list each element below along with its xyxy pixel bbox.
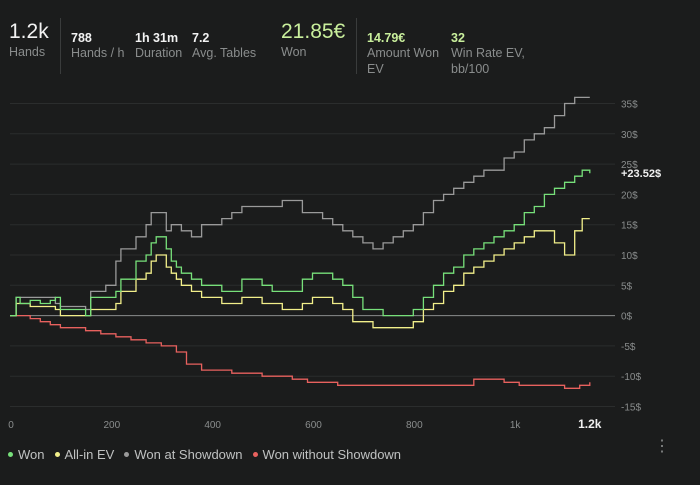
y-tick-label: 0$: [621, 312, 633, 323]
legend: Won All-in EV Won at Showdown Won without S…: [8, 447, 401, 462]
y-tick-label: 25$: [621, 160, 638, 171]
legend-label: Won at Showdown: [134, 447, 243, 462]
stat-label: Won: [281, 45, 307, 59]
stat-label: Duration: [135, 46, 183, 60]
stat-value: 21.85€: [281, 20, 346, 43]
stat-label: Hands / h: [71, 46, 125, 60]
y-tick-label: 35$: [621, 100, 638, 111]
stat-hands: 1.2k Hands: [9, 20, 49, 60]
stat-value: 7.2: [192, 31, 210, 45]
legend-dot-icon: [8, 452, 13, 457]
legend-item-won[interactable]: Won: [8, 447, 45, 462]
x-tick-label: 400: [204, 420, 221, 431]
stat-value: 1.2k: [9, 20, 49, 43]
legend-dot-icon: [54, 452, 60, 457]
y-tick-label: 15$: [621, 221, 638, 232]
stats-bar: 1.2k Hands 788 Hands / h 1h 31m Duration…: [0, 0, 700, 90]
y-tick-label: 30$: [621, 130, 638, 141]
divider: [356, 18, 357, 74]
series-line-noshowdown: [10, 314, 591, 389]
legend-dot-icon: [124, 452, 130, 457]
stat-label: Win Rate EV, bb/100: [451, 46, 525, 76]
series-line-won: [10, 169, 591, 317]
legend-label: Won: [18, 447, 45, 462]
legend-item-showdown[interactable]: Won at Showdown: [124, 447, 243, 462]
y-tick-label: 10$: [621, 251, 638, 262]
legend-label: Won without Showdown: [262, 447, 402, 462]
x-tick-label: 1.2k: [578, 417, 602, 431]
x-tick-label: 200: [103, 420, 120, 431]
legend-label: All-in EV: [64, 447, 115, 462]
y-tick-label: -10$: [621, 372, 641, 383]
stat-label: Avg. Tables: [192, 46, 257, 60]
series-line-showdown: [10, 96, 590, 317]
end-value-label: +23.52$: [621, 168, 661, 180]
stat-value: 788: [71, 31, 92, 45]
legend-item-allin[interactable]: All-in EV: [54, 447, 115, 462]
y-tick-label: -15$: [621, 403, 641, 414]
stat-hands-per-hour: 788 Hands / h: [71, 31, 125, 61]
profit-chart: 35$ 30$ 25$ 20$ 15$ 10$ 5$ 0$ -5$ -10$ -15$ 0 200 400…: [8, 96, 661, 431]
x-tick-label: 0: [8, 420, 14, 431]
divider: [60, 18, 61, 74]
stat-value: 14.79€: [367, 31, 406, 45]
x-tick-label: 600: [305, 420, 322, 431]
stat-value: 32: [451, 31, 465, 45]
x-tick-label: 1k: [510, 420, 522, 431]
stat-avg-tables: 7.2 Avg. Tables: [192, 31, 256, 61]
more-options-icon[interactable]: ⋮: [654, 438, 670, 455]
x-tick-label: 800: [406, 420, 423, 431]
y-tick-label: -5$: [621, 342, 636, 353]
legend-item-noshowdown[interactable]: Won without Showdown: [252, 447, 402, 462]
y-tick-label: 20$: [621, 190, 638, 201]
stat-win-rate-ev: 32 Win Rate EV, bb/100: [451, 31, 529, 77]
series-line-allin: [10, 217, 590, 329]
stat-amount-won-ev: 14.79€ Amount Won EV: [367, 31, 447, 77]
legend-dot-icon: [252, 452, 258, 457]
stat-value: 1h 31m: [135, 31, 179, 45]
stat-label: Hands: [9, 45, 46, 59]
stat-label: Amount Won EV: [367, 46, 440, 76]
stat-won: 21.85€ Won: [281, 20, 345, 60]
y-tick-label: 5$: [621, 281, 633, 292]
stat-duration: 1h 31m Duration: [135, 31, 182, 61]
